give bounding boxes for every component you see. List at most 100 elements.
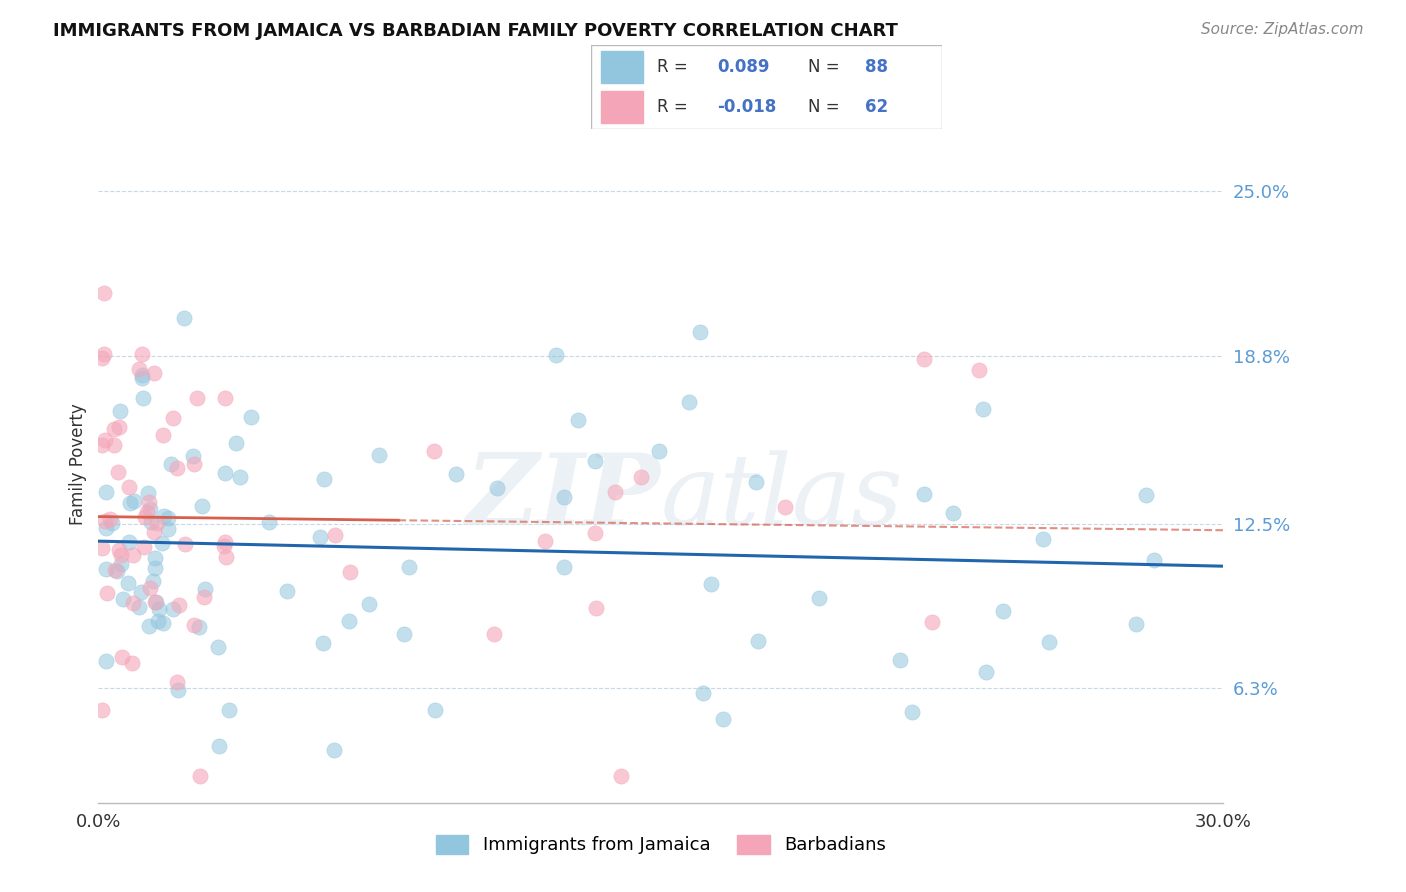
Point: [312, 636, 335, 650]
Point: [534, 534, 557, 549]
Point: [166, 675, 188, 690]
Point: [162, 411, 184, 425]
Text: Source: ZipAtlas.com: Source: ZipAtlas.com: [1201, 22, 1364, 37]
Point: [131, 347, 153, 361]
Point: [94, 562, 117, 576]
Point: [711, 712, 734, 726]
Point: [103, 438, 125, 452]
Point: [134, 541, 156, 555]
Point: [145, 595, 167, 609]
Point: [357, 597, 380, 611]
Point: [583, 454, 606, 468]
Point: [208, 739, 231, 753]
Point: [94, 521, 117, 535]
Point: [91, 703, 114, 717]
Point: [143, 551, 166, 566]
Point: [183, 618, 205, 632]
Point: [121, 656, 143, 670]
Point: [229, 470, 252, 484]
Point: [218, 703, 240, 717]
Point: [103, 422, 125, 436]
Point: [167, 683, 190, 698]
Point: [214, 392, 236, 406]
Point: [678, 394, 700, 409]
Point: [1143, 553, 1166, 567]
Point: [912, 487, 935, 501]
Text: IMMIGRANTS FROM JAMAICA VS BARBADIAN FAMILY POVERTY CORRELATION CHART: IMMIGRANTS FROM JAMAICA VS BARBADIAN FAM…: [53, 22, 898, 40]
Point: [214, 467, 236, 481]
Point: [143, 561, 166, 575]
Point: [132, 392, 155, 406]
Point: [553, 491, 575, 505]
Point: [207, 640, 229, 654]
Text: 88: 88: [865, 58, 887, 76]
Text: N =: N =: [808, 98, 839, 116]
Text: 62: 62: [865, 98, 887, 116]
Text: R =: R =: [657, 98, 688, 116]
Point: [1125, 617, 1147, 632]
Point: [104, 563, 127, 577]
Point: [225, 436, 247, 450]
Point: [91, 541, 114, 556]
Point: [337, 614, 360, 628]
Point: [131, 371, 153, 385]
Point: [94, 434, 117, 448]
Point: [398, 559, 420, 574]
Point: [325, 527, 347, 541]
Point: [889, 653, 911, 667]
Point: [120, 496, 142, 510]
Point: [143, 595, 166, 609]
Point: [312, 472, 335, 486]
Point: [181, 449, 204, 463]
Point: [392, 627, 415, 641]
Point: [188, 769, 211, 783]
Point: [122, 548, 145, 562]
Point: [1135, 488, 1157, 502]
Point: [156, 523, 179, 537]
Point: [901, 705, 924, 719]
Bar: [602, 91, 643, 123]
Point: [160, 458, 183, 472]
Point: [585, 601, 607, 615]
Point: [138, 581, 160, 595]
Text: ZIP: ZIP: [465, 450, 661, 546]
Point: [773, 500, 796, 514]
Point: [583, 525, 606, 540]
Point: [128, 362, 150, 376]
Point: [700, 576, 723, 591]
Point: [942, 507, 965, 521]
Point: [93, 514, 115, 528]
Point: [143, 367, 166, 381]
Legend: Immigrants from Jamaica, Barbadians: Immigrants from Jamaica, Barbadians: [429, 828, 893, 862]
Point: [93, 347, 115, 361]
Point: [105, 564, 128, 578]
Point: [423, 443, 446, 458]
Point: [94, 484, 117, 499]
Point: [134, 510, 156, 524]
Point: [108, 543, 131, 558]
Point: [91, 351, 114, 366]
Point: [138, 486, 160, 500]
Point: [146, 614, 169, 628]
Point: [129, 584, 152, 599]
Point: [972, 402, 994, 417]
Point: [546, 348, 568, 362]
Point: [991, 604, 1014, 618]
Point: [101, 516, 124, 530]
Point: [111, 591, 134, 606]
Text: R =: R =: [657, 58, 688, 76]
Point: [150, 536, 173, 550]
Point: [214, 550, 236, 565]
Point: [166, 461, 188, 475]
Point: [173, 311, 195, 326]
Point: [610, 769, 633, 783]
Point: [174, 536, 197, 550]
Point: [186, 391, 208, 405]
Point: [212, 539, 235, 553]
Point: [117, 575, 139, 590]
Point: [484, 627, 506, 641]
Point: [974, 665, 997, 680]
Point: [912, 351, 935, 366]
Y-axis label: Family Poverty: Family Poverty: [69, 403, 87, 524]
Point: [108, 419, 131, 434]
